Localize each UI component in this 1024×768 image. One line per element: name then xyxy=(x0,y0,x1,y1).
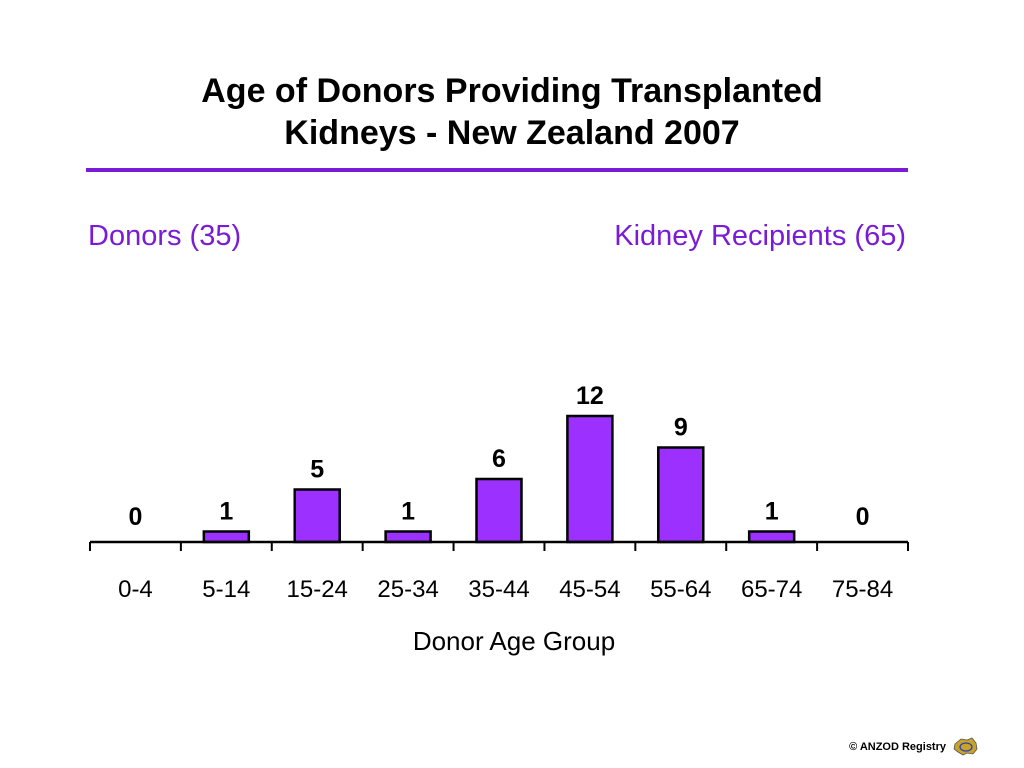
data-label-15-24: 5 xyxy=(310,456,324,484)
slide-title: Age of Donors Providing Transplanted Kid… xyxy=(0,70,1024,154)
data-label-25-34: 1 xyxy=(401,498,415,526)
tick-label-15-24: 15-24 xyxy=(287,576,348,603)
donor-age-bar-chart: 0 0-4 1 5-14 5 15-24 1 25-34 6 35-44 12 45-54 9 55-64… xyxy=(89,382,909,656)
data-label-65-74: 1 xyxy=(765,498,779,526)
tick-label-45-54: 45-54 xyxy=(559,576,620,603)
tick-label-65-74: 65-74 xyxy=(741,576,802,603)
donors-count-heading: Donors (35) xyxy=(88,220,242,252)
tick-label-5-14: 5-14 xyxy=(202,576,250,603)
tick-label-35-44: 35-44 xyxy=(468,576,529,603)
anzod-logo-icon xyxy=(953,737,978,756)
recipients-count-heading: Kidney Recipients (65) xyxy=(614,220,906,252)
bar-45-54 xyxy=(566,414,614,544)
tick-label-25-34: 25-34 xyxy=(377,576,438,603)
bar-55-64 xyxy=(657,446,705,544)
bar-15-24 xyxy=(293,488,341,544)
data-label-55-64: 9 xyxy=(674,414,688,442)
tick-label-55-64: 55-64 xyxy=(650,576,711,603)
bar-5-14 xyxy=(202,530,251,544)
copyright-text: © ANZOD Registry xyxy=(849,741,946,753)
data-label-75-84: 0 xyxy=(856,503,870,531)
data-label-0-4: 0 xyxy=(128,503,142,531)
title-line-1: Age of Donors Providing Transplanted xyxy=(201,72,823,110)
data-label-45-54: 12 xyxy=(576,382,604,410)
footer: © ANZOD Registry xyxy=(849,736,980,758)
title-divider xyxy=(86,168,908,172)
data-label-5-14: 1 xyxy=(219,498,233,526)
bar-25-34 xyxy=(384,530,432,544)
bar-65-74 xyxy=(747,530,796,544)
bar-35-44 xyxy=(475,477,523,544)
tick-label-0-4: 0-4 xyxy=(118,576,153,603)
data-label-35-44: 6 xyxy=(492,445,506,473)
tick-label-75-84: 75-84 xyxy=(832,576,893,603)
title-line-2: Kidneys - New Zealand 2007 xyxy=(284,114,740,152)
x-axis-title: Donor Age Group xyxy=(413,626,615,656)
